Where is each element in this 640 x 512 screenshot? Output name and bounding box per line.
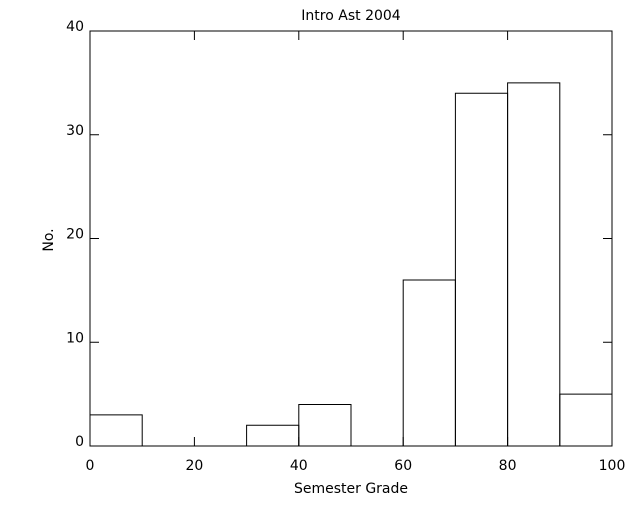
y-axis-label: No.: [41, 228, 57, 251]
histogram-bar: [89, 414, 143, 447]
x-tick-label: 60: [394, 458, 412, 474]
x-axis-label: Semester Grade: [294, 481, 408, 497]
histogram-bar: [454, 92, 509, 447]
y-tick-label: 0: [75, 434, 84, 450]
y-tick-label: 10: [66, 330, 84, 346]
histogram-bar: [298, 404, 352, 447]
histogram-bar: [559, 393, 613, 447]
x-tick-label: 20: [185, 458, 203, 474]
x-tick-label: 80: [499, 458, 517, 474]
plot-frame: [89, 30, 613, 447]
chart-title: Intro Ast 2004: [301, 8, 400, 24]
histogram-bar: [246, 424, 300, 447]
y-tick-label: 40: [66, 19, 84, 35]
y-tick-label: 20: [66, 227, 84, 243]
y-tick-label: 30: [66, 123, 84, 139]
histogram-bar: [507, 82, 561, 447]
x-tick-label: 0: [86, 458, 95, 474]
x-tick-label: 100: [599, 458, 626, 474]
histogram-bar: [402, 279, 456, 447]
x-tick-label: 40: [290, 458, 308, 474]
